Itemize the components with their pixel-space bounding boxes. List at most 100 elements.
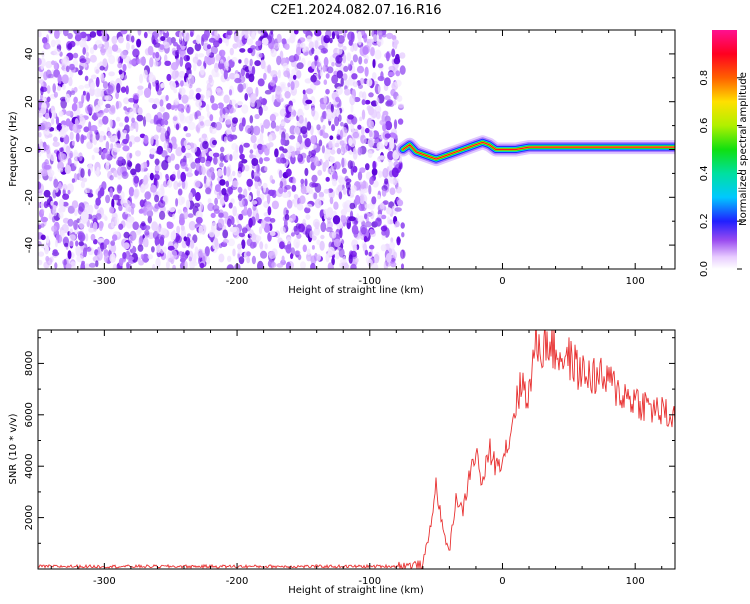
noise-speck [328,140,333,149]
noise-speck [82,47,86,55]
noise-speck [325,73,330,79]
noise-speck [170,173,176,180]
noise-speck [229,47,234,56]
noise-speck [53,91,59,98]
noise-speck [192,56,199,64]
noise-speck [371,262,379,269]
noise-speck [94,88,102,98]
noise-speck [204,119,212,127]
noise-speck [357,171,363,181]
noise-speck [167,245,175,251]
noise-speck [223,136,228,144]
noise-speck [123,231,130,239]
colorbar-tick-label: 0.6 [699,118,710,134]
noise-speck [355,258,359,263]
noise-speck [292,34,296,43]
noise-speck [238,59,242,64]
noise-speck [239,144,244,155]
noise-speck [160,132,166,142]
noise-speck [149,148,157,155]
spectrogram-ylabel: Frequency (Hz) [8,111,19,187]
noise-speck [135,150,141,157]
noise-speck [131,252,138,263]
noise-speck [194,42,202,52]
noise-speck [105,194,111,204]
noise-speck [111,198,115,209]
noise-speck [195,34,201,45]
noise-speck [391,48,396,58]
noise-speck [381,214,387,220]
noise-speck [381,188,387,197]
noise-speck [156,123,162,133]
noise-speck [165,261,170,269]
noise-speck [377,30,385,37]
noise-speck [259,157,263,165]
noise-speck [319,129,323,137]
noise-speck [313,156,319,167]
noise-speck [371,196,377,205]
noise-speck [71,178,75,183]
noise-speck [52,141,60,147]
noise-speck [243,142,250,148]
noise-speck [57,74,62,85]
noise-speck [109,119,113,128]
noise-speck [269,113,276,122]
noise-speck [284,43,290,50]
snr-ticks: -300 -200 -100 0 100 2000 4000 6000 8000 [24,330,675,587]
noise-speck [126,42,130,51]
noise-speck [320,221,327,233]
noise-speck [370,210,375,220]
noise-speck [352,131,360,139]
noise-speck [270,231,276,237]
noise-speck [123,129,127,135]
noise-speck [83,247,87,258]
noise-speck [160,36,166,42]
noise-speck [40,107,47,115]
noise-speck [372,58,376,69]
noise-speck [370,47,375,57]
noise-speck [205,104,210,113]
noise-speck [245,125,252,134]
noise-speck [313,39,320,49]
noise-speck [208,229,215,238]
noise-speck [38,259,43,266]
noise-speck [399,65,406,75]
noise-speck [329,135,334,140]
noise-speck [208,171,216,181]
noise-speck [382,167,389,179]
noise-speck [71,200,79,209]
noise-speck [244,34,249,39]
noise-speck [239,48,246,53]
noise-speck [174,70,179,78]
noise-speck [67,32,73,40]
noise-speck [38,138,43,149]
noise-speck [128,186,135,197]
noise-speck [324,152,331,161]
noise-speck [266,193,271,205]
noise-speck [67,250,72,260]
noise-speck [364,204,370,209]
noise-speck [293,198,299,208]
noise-speck [129,152,133,159]
noise-speck [276,55,282,66]
noise-speck [81,213,89,224]
noise-speck [185,132,192,138]
noise-speck [335,96,340,103]
noise-speck [63,55,70,65]
noise-speck [368,251,372,257]
noise-speck [85,233,89,242]
noise-speck [248,73,255,83]
noise-speck [170,81,176,91]
noise-speck [172,213,176,220]
noise-speck [147,254,153,260]
noise-speck [102,81,109,89]
noise-speck [65,145,71,155]
noise-speck [294,30,299,35]
noise-speck [104,95,112,101]
x-tick-label: 0 [499,576,505,587]
noise-speck [296,62,304,70]
noise-speck [214,184,221,193]
noise-speck [361,109,366,120]
noise-speck [347,114,354,120]
noise-speck [118,69,123,75]
